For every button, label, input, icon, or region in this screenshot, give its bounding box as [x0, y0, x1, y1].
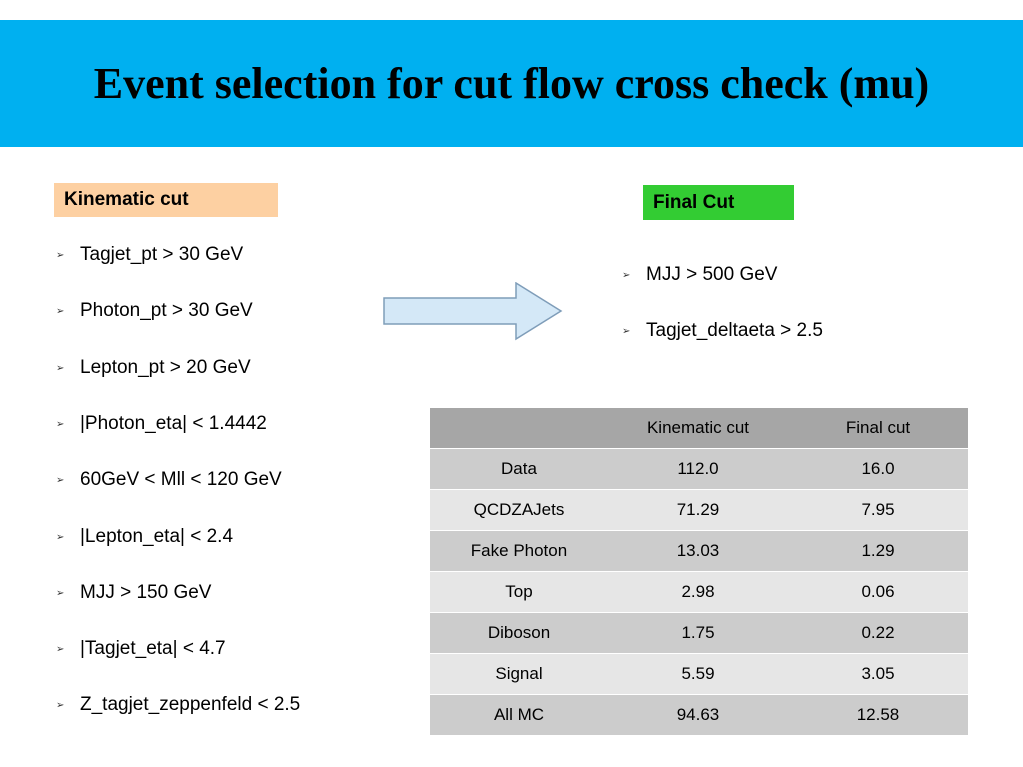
cut-text: Tagjet_pt > 30 GeV	[80, 244, 244, 265]
final-cut-label: Final Cut	[643, 185, 794, 220]
table-row: Fake Photon 13.03 1.29	[430, 530, 968, 572]
bullet-icon: ➢	[56, 587, 65, 599]
bullet-icon: ➢	[622, 326, 631, 337]
table-header-cell	[430, 408, 608, 449]
title-bar: Event selection for cut flow cross check…	[0, 20, 1023, 147]
cut-text: Tagjet_deltaeta > 2.5	[646, 320, 823, 341]
value-cell: 7.95	[788, 489, 968, 531]
kinematic-cut-label-text: Kinematic cut	[64, 189, 189, 210]
bullet-icon: ➢	[56, 306, 65, 318]
sample-name-cell: QCDZAJets	[430, 489, 608, 531]
table-row: Data 112.0 16.0	[430, 448, 968, 490]
value-cell: 16.0	[788, 448, 968, 490]
kinematic-cut-label: Kinematic cut	[54, 183, 278, 217]
value-cell: 13.03	[608, 530, 788, 572]
table-header-cell: Kinematic cut	[608, 408, 788, 449]
page-title: Event selection for cut flow cross check…	[93, 59, 930, 108]
sample-name-cell: All MC	[430, 694, 608, 736]
cut-text: |Photon_eta| < 1.4442	[80, 412, 267, 434]
kinematic-cut-list: ➢ Tagjet_pt > 30 GeV ➢ Photon_pt > 30 GeV ➢ L…	[56, 244, 416, 724]
sample-name-cell: Data	[430, 448, 608, 490]
value-cell: 3.05	[788, 653, 968, 695]
table-header-cell: Final cut	[788, 408, 968, 449]
cut-text: Lepton_pt > 20 GeV	[80, 356, 251, 378]
value-cell: 94.63	[608, 694, 788, 736]
value-cell: 2.98	[608, 571, 788, 613]
value-cell: 0.06	[788, 571, 968, 613]
cut-text: 60GeV < Mll < 120 GeV	[80, 469, 282, 491]
cut-flow-table: Kinematic cut Final cut Data 112.0 16.0 QCD…	[430, 408, 968, 736]
cut-text: |Lepton_eta| < 2.4	[80, 525, 234, 547]
bullet-icon: ➢	[56, 418, 65, 430]
bullet-icon: ➢	[56, 644, 65, 656]
final-cut-list: ➢ MJJ > 500 GeV ➢ Tagjet_deltaeta > 2.5	[622, 264, 962, 364]
cut-text: MJJ > 500 GeV	[646, 264, 778, 285]
bullet-icon: ➢	[56, 531, 65, 543]
value-cell: 1.75	[608, 612, 788, 654]
value-cell: 112.0	[608, 448, 788, 490]
table-row: QCDZAJets 71.29 7.95	[430, 489, 968, 531]
sample-name-cell: Fake Photon	[430, 530, 608, 572]
sample-name-cell: Signal	[430, 653, 608, 695]
table-row: Diboson 1.75 0.22	[430, 612, 968, 654]
cut-text: Z_tagjet_zeppenfeld < 2.5	[80, 694, 301, 716]
bullet-icon: ➢	[56, 250, 65, 261]
value-cell: 71.29	[608, 489, 788, 531]
table-header-row: Kinematic cut Final cut	[430, 408, 968, 449]
cut-text: Photon_pt > 30 GeV	[80, 300, 253, 322]
table-row: Top 2.98 0.06	[430, 571, 968, 613]
right-arrow-icon	[383, 282, 563, 341]
value-cell: 5.59	[608, 653, 788, 695]
sample-name-cell: Diboson	[430, 612, 608, 654]
value-cell: 1.29	[788, 530, 968, 572]
final-cut-label-text: Final Cut	[653, 191, 735, 213]
bullet-icon: ➢	[56, 362, 65, 374]
cut-text: MJJ > 150 GeV	[80, 581, 212, 603]
bullet-icon: ➢	[56, 475, 65, 487]
value-cell: 0.22	[788, 612, 968, 654]
bullet-icon: ➢	[56, 700, 65, 712]
table-row: All MC 94.63 12.58	[430, 694, 968, 736]
bullet-icon: ➢	[622, 270, 631, 281]
value-cell: 12.58	[788, 694, 968, 736]
table-row: Signal 5.59 3.05	[430, 653, 968, 695]
cut-text: |Tagjet_eta| < 4.7	[80, 638, 226, 660]
sample-name-cell: Top	[430, 571, 608, 613]
